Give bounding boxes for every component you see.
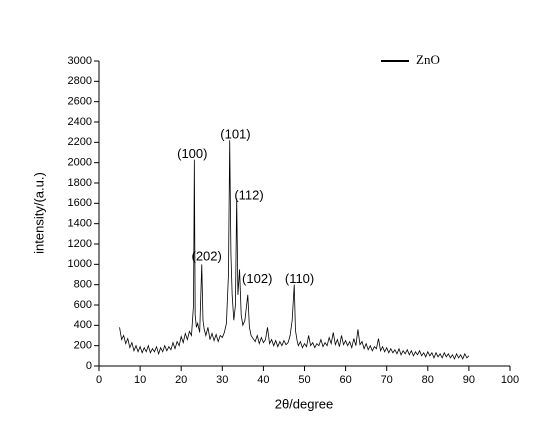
peak-label: (100): [177, 146, 207, 161]
y-tick-label: 2600: [68, 96, 92, 108]
x-tick-label: 20: [175, 374, 187, 386]
y-tick-label: 0: [86, 360, 92, 372]
x-tick-label: 40: [257, 374, 269, 386]
peak-label: (110): [285, 271, 314, 286]
y-tick-label: 800: [74, 279, 92, 291]
data-line: [119, 140, 470, 360]
y-tick-label: 600: [74, 299, 92, 311]
y-tick-label: 1000: [68, 258, 92, 270]
x-tick-label: 30: [216, 374, 228, 386]
x-axis-label: 2θ/degree: [275, 396, 334, 411]
y-tick-label: 1200: [68, 238, 92, 250]
y-tick-label: 1400: [68, 218, 92, 230]
peak-label: (202): [192, 249, 222, 264]
x-tick-label: 100: [501, 374, 519, 386]
y-tick-label: 2800: [68, 75, 92, 87]
x-tick-label: 80: [422, 374, 434, 386]
x-tick-label: 10: [134, 374, 146, 386]
y-tick-label: 2000: [68, 157, 92, 169]
y-axis-label: intensity/(a.u.): [31, 172, 46, 254]
peak-label: (112): [234, 188, 263, 203]
legend-label: ZnO: [416, 52, 440, 67]
peak-label: (102): [242, 271, 272, 286]
peak-label: (101): [220, 127, 250, 142]
y-tick-label: 2400: [68, 116, 92, 128]
y-tick-label: 1800: [68, 177, 92, 189]
y-tick-label: 2200: [68, 136, 92, 148]
x-tick-label: 50: [298, 374, 310, 386]
y-tick-label: 3000: [68, 55, 92, 67]
x-tick-label: 70: [381, 374, 393, 386]
y-tick-label: 400: [74, 319, 92, 331]
x-tick-label: 90: [463, 374, 475, 386]
x-tick-label: 0: [96, 374, 102, 386]
y-tick-label: 1600: [68, 197, 92, 209]
x-tick-label: 60: [339, 374, 351, 386]
y-tick-label: 200: [74, 340, 92, 352]
